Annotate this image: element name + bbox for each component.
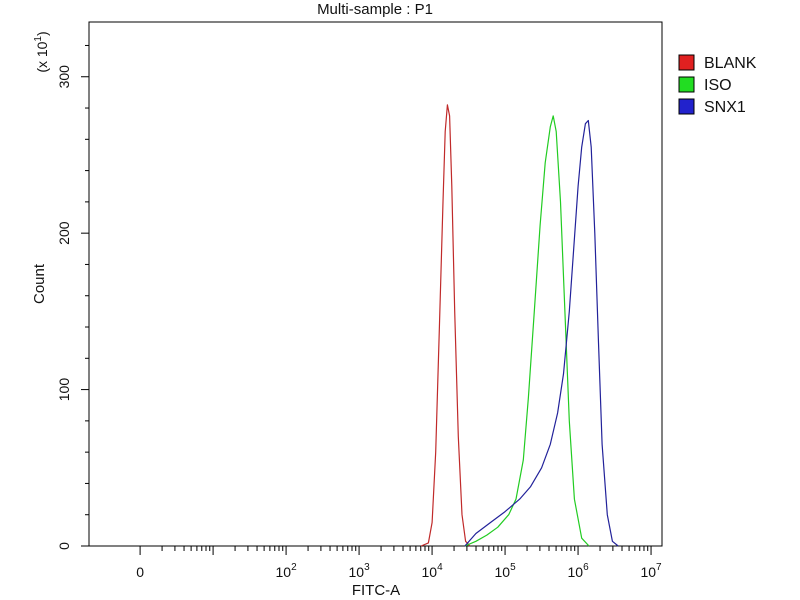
y-tick-label: 0 (56, 542, 72, 550)
legend-swatch-iso (678, 76, 695, 93)
legend-swatch-blank (678, 54, 695, 71)
legend-label: SNX1 (704, 99, 746, 116)
x-axis-label: FITC-A (352, 582, 400, 599)
x-tick-label: 102 (276, 562, 298, 580)
x-tick-base: 10 (421, 564, 437, 580)
x-tick-label: 0 (136, 564, 144, 580)
legend: BLANK ISO SNX1 (678, 54, 757, 116)
series-layer (420, 104, 619, 547)
y-axis-ticks: 0 100 200 300 (56, 44, 89, 550)
x-tick-exp: 6 (583, 562, 589, 573)
y-tick-label: 200 (56, 221, 72, 245)
x-tick-exp: 2 (291, 562, 297, 573)
x-tick-exp: 5 (510, 562, 516, 573)
chart-title: Multi-sample : P1 (317, 1, 433, 18)
x-tick-base: 10 (276, 564, 292, 580)
y-tick-label: 100 (56, 378, 72, 402)
x-tick-base: 10 (349, 564, 365, 580)
y-multiplier-exp: 1 (33, 36, 44, 42)
x-tick-label: 103 (349, 562, 371, 580)
x-tick-label: 105 (494, 562, 516, 580)
series-line-snx1 (464, 119, 619, 547)
plot-frame (88, 21, 663, 547)
y-axis-multiplier: (x 101) (33, 31, 50, 72)
legend-swatch-snx1 (678, 98, 695, 115)
x-tick-label: 104 (421, 562, 443, 580)
x-tick-base: 10 (567, 564, 583, 580)
legend-label: ISO (704, 77, 732, 94)
x-tick-label: 107 (640, 562, 662, 580)
y-tick-label: 300 (56, 65, 72, 89)
x-tick-exp: 3 (364, 562, 370, 573)
x-tick-exp: 7 (656, 562, 662, 573)
y-multiplier-close: ) (34, 31, 50, 36)
x-tick-base: 10 (640, 564, 656, 580)
x-tick-label: 106 (567, 562, 589, 580)
x-tick-base: 0 (136, 564, 144, 580)
y-multiplier-base: (x 10 (34, 41, 50, 72)
x-tick-exp: 4 (437, 562, 443, 573)
x-axis-ticks: 0 102 103 104 105 106 107 (136, 546, 662, 580)
x-tick-base: 10 (494, 564, 510, 580)
series-line-iso (464, 115, 590, 547)
series-line-blank (420, 104, 471, 547)
y-axis-label: Count (31, 263, 48, 304)
legend-label: BLANK (704, 55, 757, 72)
